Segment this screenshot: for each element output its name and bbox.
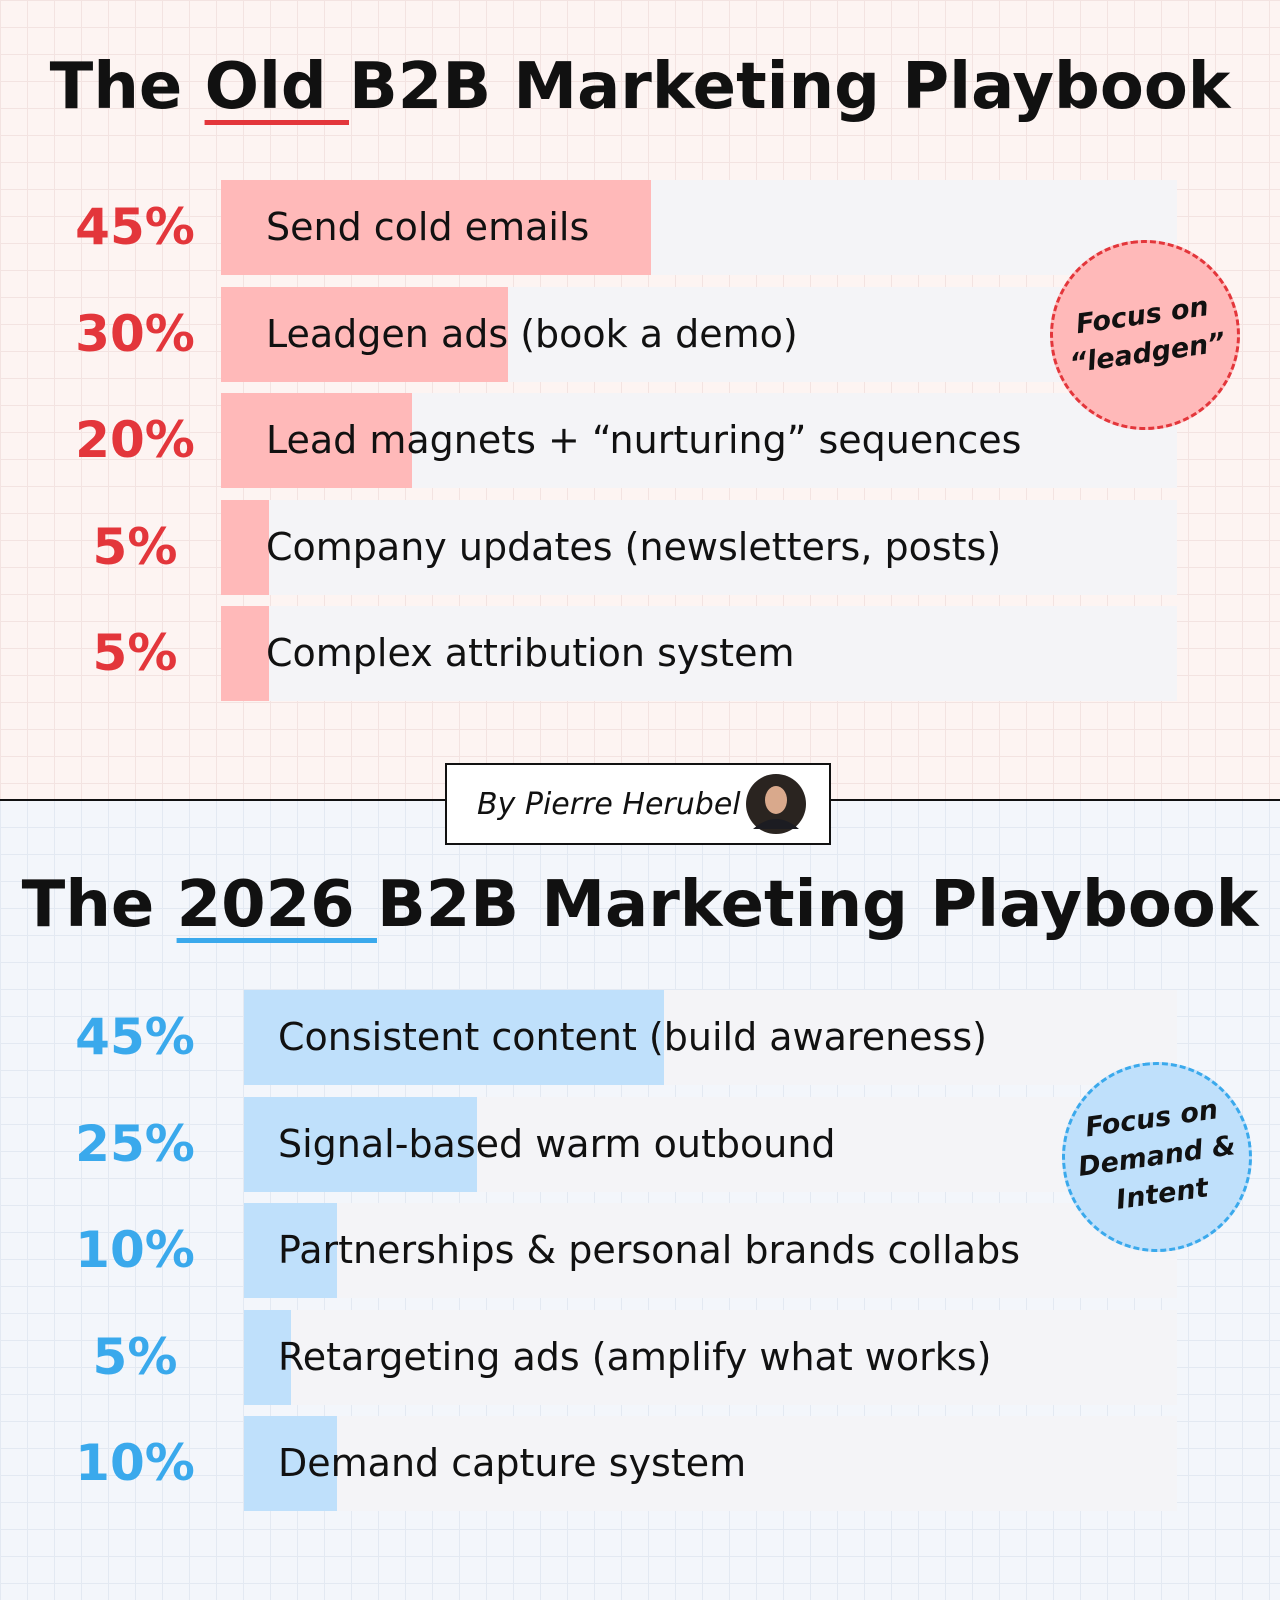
value-label: 5% [92, 624, 178, 682]
track [244, 1203, 1177, 1298]
track [221, 606, 1177, 701]
track [244, 1416, 1177, 1511]
bar [244, 1309, 291, 1405]
category-label: Demand capture system [278, 1441, 747, 1485]
value-label: 25% [75, 1114, 195, 1173]
bar [244, 1416, 338, 1511]
bar [221, 606, 269, 701]
category-label: Leadgen ads (book a demo) [266, 311, 798, 356]
bar [244, 990, 664, 1085]
chart-title: The 2026 B2B Marketing Playbook [21, 868, 1259, 942]
bar [244, 1096, 478, 1192]
value-label: 30% [75, 304, 195, 363]
bar [221, 286, 508, 382]
track [244, 1309, 1177, 1405]
value-label: 10% [75, 1221, 195, 1279]
value-label: 5% [92, 1327, 178, 1386]
bar [221, 499, 269, 595]
value-label: 45% [75, 1008, 195, 1066]
bar [221, 393, 413, 488]
byline-box: By Pierre Herubel [445, 763, 831, 845]
track [221, 499, 1177, 595]
value-label: 45% [75, 198, 195, 256]
value-label: 10% [75, 1434, 195, 1492]
category-label: Lead magnets + “nurturing” sequences [266, 418, 1022, 462]
value-label: 20% [75, 411, 195, 469]
category-label: Signal-based warm outbound [278, 1121, 836, 1166]
category-label: Consistent content (build awareness) [278, 1015, 987, 1059]
bar [221, 180, 652, 275]
chart-title: The Old B2B Marketing Playbook [49, 50, 1231, 124]
category-label: Company updates (newsletters, posts) [266, 524, 1002, 569]
byline: By Pierre Herubel [477, 786, 741, 822]
value-label: 5% [92, 517, 178, 576]
bar [244, 1203, 338, 1298]
category-label: Complex attribution system [266, 631, 795, 675]
category-label: Retargeting ads (amplify what works) [278, 1334, 992, 1379]
category-label: Partnerships & personal brands collabs [278, 1228, 1021, 1272]
avatar [746, 774, 806, 834]
category-label: Send cold emails [266, 205, 590, 249]
